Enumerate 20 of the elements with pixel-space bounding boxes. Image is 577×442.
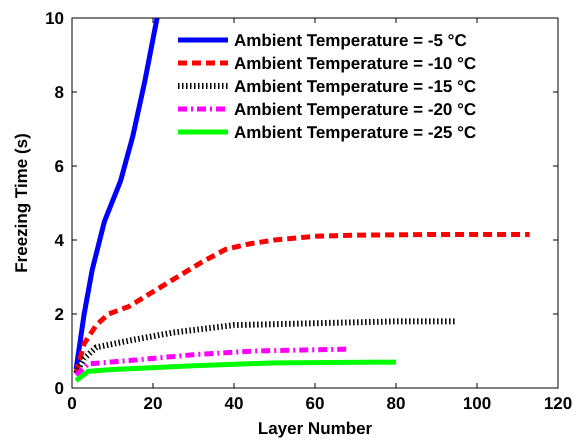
legend-label: Ambient Temperature = -5 °C — [234, 31, 467, 50]
x-axis-title: Layer Number — [258, 419, 373, 438]
y-axis-title: Freezing Time (s) — [12, 133, 31, 273]
y-tick-label: 6 — [54, 157, 64, 176]
x-tick-label: 20 — [144, 394, 162, 413]
legend-label: Ambient Temperature = -15 °C — [234, 77, 476, 96]
x-tick-label: 0 — [67, 394, 77, 413]
x-tick-label: 100 — [462, 394, 492, 413]
legend-label: Ambient Temperature = -20 °C — [234, 100, 476, 119]
legend-label: Ambient Temperature = -10 °C — [234, 54, 476, 73]
y-tick-label: 10 — [45, 9, 64, 28]
x-tick-label: 80 — [386, 394, 406, 413]
y-tick-label: 0 — [54, 379, 64, 398]
y-tick-label: 2 — [54, 305, 64, 324]
y-tick-label: 4 — [54, 231, 65, 250]
x-tick-label: 40 — [224, 394, 244, 413]
legend-label: Ambient Temperature = -25 °C — [234, 123, 476, 142]
x-tick-label: 60 — [306, 394, 324, 413]
y-tick-label: 8 — [54, 83, 64, 102]
x-tick-label: 120 — [544, 394, 572, 413]
